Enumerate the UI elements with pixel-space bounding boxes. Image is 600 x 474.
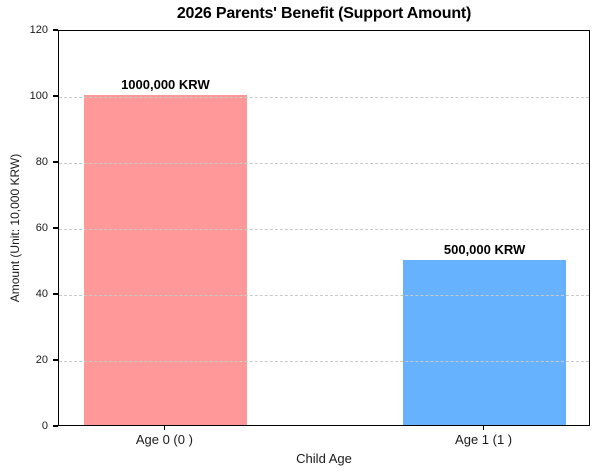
bar-value-label: 1000,000 KRW — [121, 77, 210, 92]
y-tick-mark — [53, 29, 58, 31]
x-axis-title: Child Age — [296, 451, 352, 466]
gridline — [59, 229, 589, 230]
x-tick-mark — [482, 426, 485, 430]
chart-title: 2026 Parents' Benefit (Support Amount) — [176, 5, 472, 22]
x-tick-label: Age 0 (0 ) — [135, 432, 193, 447]
y-tick-label: 120 — [29, 24, 48, 36]
y-tick-label: 100 — [29, 90, 48, 102]
y-tick-label: 80 — [35, 156, 48, 168]
y-tick-mark — [53, 161, 58, 163]
plot-area: 1000,000 KRW 500,000 KRW — [58, 30, 590, 426]
gridline — [59, 295, 589, 296]
x-tick-mark — [163, 426, 166, 430]
gridline — [59, 163, 589, 164]
y-tick-mark — [53, 95, 58, 97]
y-tick-label: 0 — [41, 420, 48, 432]
y-tick-mark — [53, 293, 58, 295]
y-tick-label: 40 — [35, 288, 48, 300]
bar — [403, 260, 566, 425]
y-tick-label: 60 — [35, 222, 48, 234]
y-tick-label: 20 — [35, 354, 48, 366]
x-tick-label: Age 1 (1 ) — [455, 432, 513, 447]
gridline — [59, 361, 589, 362]
bar-value-label: 500,000 KRW — [443, 242, 526, 257]
gridline — [59, 97, 589, 98]
y-tick-mark — [53, 425, 58, 427]
bar — [84, 95, 247, 425]
y-tick-mark — [53, 227, 58, 229]
y-tick-mark — [53, 359, 58, 361]
